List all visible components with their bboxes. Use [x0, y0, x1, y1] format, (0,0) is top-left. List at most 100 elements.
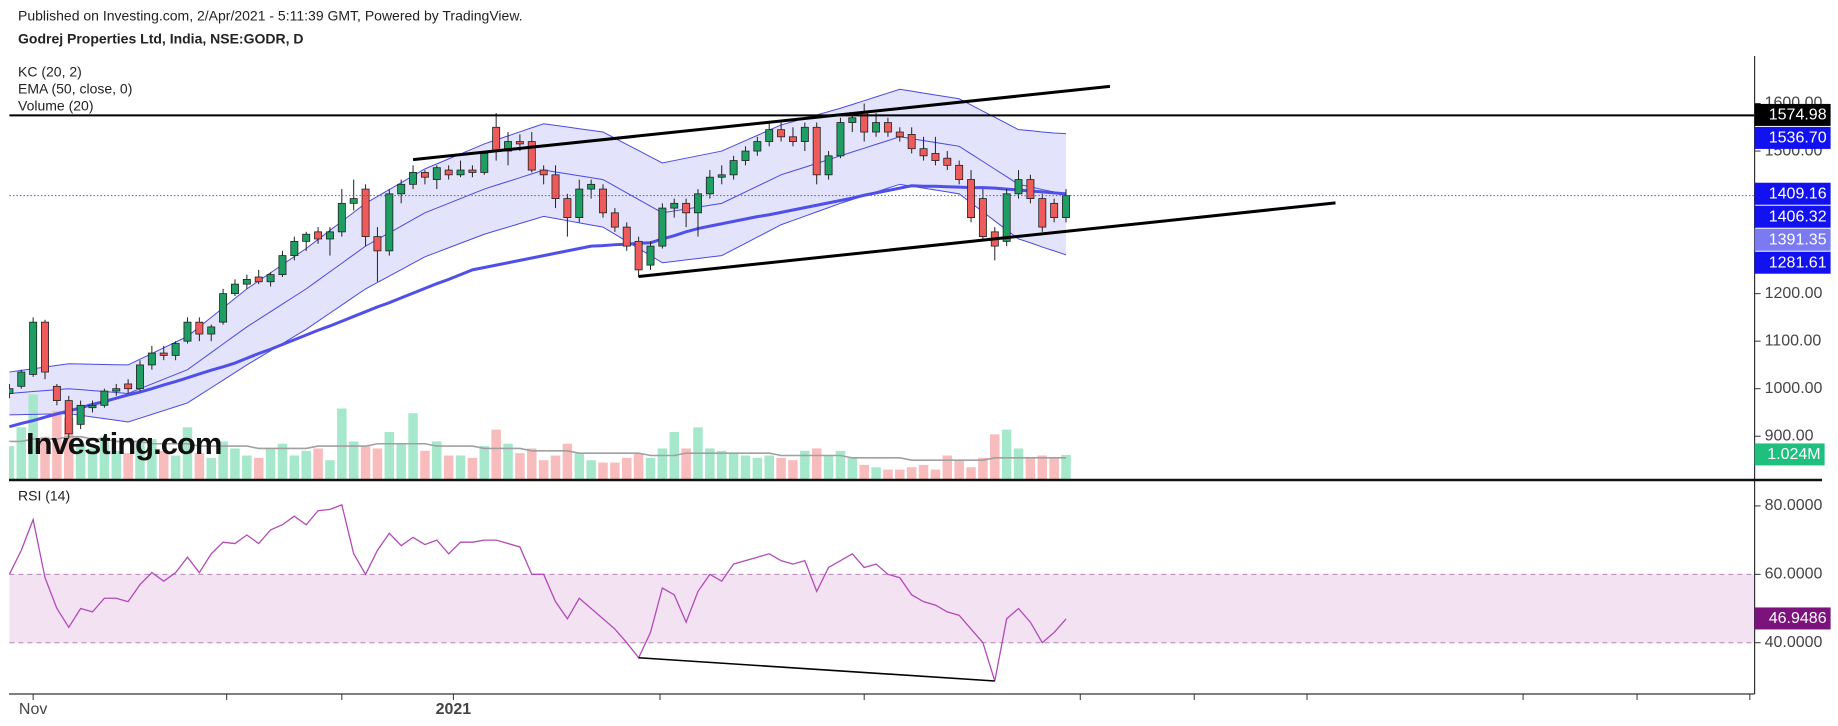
candle-body — [147, 352, 156, 366]
watermark: Investing.com — [26, 426, 221, 461]
volume-ma — [9, 435, 1067, 462]
volume-bar — [895, 469, 905, 479]
candle-body — [159, 352, 168, 356]
kc-lower — [9, 183, 1067, 423]
candle-body — [456, 169, 465, 176]
volume-bar — [622, 457, 632, 479]
candle-body — [409, 172, 418, 185]
volume-bar — [776, 457, 786, 479]
candle-body — [88, 404, 97, 409]
volume-bar — [242, 455, 252, 479]
candle-body — [717, 174, 726, 178]
candle-body — [1038, 198, 1047, 228]
volume-bar — [859, 464, 869, 479]
candle-body — [76, 404, 85, 425]
volume-bar — [396, 443, 406, 479]
price-marker-label: 1536.70 — [1769, 130, 1827, 147]
x-tick-label: 2021 — [436, 701, 472, 718]
volume-bar — [716, 450, 727, 479]
price-marker — [1754, 205, 1831, 228]
volume-marker — [1754, 443, 1825, 466]
volume-bar — [978, 457, 988, 479]
volume-bar — [206, 457, 216, 479]
candle-body — [527, 141, 536, 171]
volume-bar — [705, 448, 715, 479]
candle-body — [824, 155, 833, 176]
candle-body — [1026, 179, 1035, 199]
candle-body — [1014, 179, 1023, 195]
candle-body — [17, 371, 26, 387]
candle-body — [634, 240, 643, 271]
candle-body — [420, 172, 429, 178]
rsi-panel — [9, 504, 1755, 682]
volume-bar — [586, 460, 596, 479]
candle-body — [931, 153, 940, 161]
volume-bar — [158, 450, 169, 479]
volume-bar — [9, 446, 15, 479]
volume-bar — [230, 448, 240, 479]
candle-body — [444, 169, 453, 176]
volume-bar — [372, 448, 383, 479]
candle-body — [136, 364, 144, 390]
volume-bar — [1049, 457, 1059, 479]
rsi-marker-label: 46.9486 — [1769, 610, 1827, 627]
volume-bar — [491, 429, 501, 479]
candle-body — [646, 245, 655, 266]
price-marker — [1754, 103, 1831, 126]
volume-bar — [420, 450, 430, 479]
candle-body — [361, 188, 370, 238]
volume-bar — [455, 455, 466, 479]
kc-fill — [9, 89, 1067, 422]
legend-ema: EMA (50, close, 0) — [18, 81, 132, 97]
rsi-y-tick-label: 60.0000 — [1765, 566, 1823, 583]
volume-bar — [657, 448, 668, 479]
price-marker-label: 1281.61 — [1769, 254, 1827, 271]
y-tick-label: 1100.00 — [1765, 332, 1822, 349]
volume-bar — [610, 462, 620, 479]
candle-body — [836, 122, 845, 157]
price-marker — [1754, 251, 1831, 274]
trend-line — [412, 84, 1111, 162]
volume-bar — [194, 453, 205, 479]
candle-body — [515, 141, 524, 145]
volume-bar — [740, 455, 751, 479]
volume-bar — [325, 460, 335, 479]
candle-body — [397, 183, 406, 195]
candle-body — [563, 198, 572, 218]
candle-body — [373, 236, 382, 252]
volume-bar — [123, 453, 133, 479]
volume-bar — [930, 469, 941, 479]
candle-body — [480, 153, 489, 173]
volume-bar — [1013, 448, 1024, 479]
price-marker-label: 1391.35 — [1769, 231, 1827, 248]
candle-body — [800, 126, 809, 142]
volume-bar — [633, 453, 644, 479]
volume-bar — [752, 457, 763, 479]
candle-body — [753, 141, 762, 152]
price-marker-label: 1574.98 — [1769, 107, 1827, 124]
candle-body — [907, 134, 916, 150]
volume-bar — [52, 410, 62, 479]
volume-bar — [942, 455, 953, 479]
volume-bar — [883, 469, 893, 479]
candle-body — [29, 321, 38, 375]
volume-bar — [218, 441, 228, 479]
candle-body — [682, 202, 691, 214]
volume-bar — [990, 434, 1000, 479]
candle-body — [943, 157, 952, 166]
candle-body — [622, 226, 631, 247]
candle-body — [705, 176, 714, 195]
candle-body — [895, 131, 904, 138]
candle-body — [207, 326, 216, 335]
candle-body — [788, 136, 797, 142]
candle-body — [729, 160, 738, 176]
volume-bar — [847, 457, 858, 479]
volume-bar — [147, 439, 157, 479]
price-marker — [1754, 182, 1831, 205]
volume-bar — [538, 460, 549, 479]
candle-body — [658, 207, 667, 247]
price-marker — [1754, 126, 1831, 149]
candle-body — [610, 212, 619, 228]
rsi-line — [9, 504, 1067, 682]
